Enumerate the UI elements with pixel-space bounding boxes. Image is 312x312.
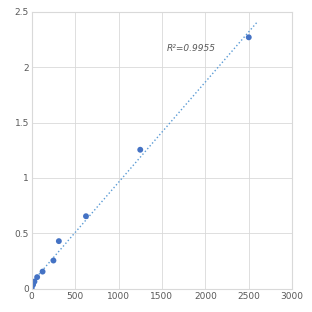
Point xyxy=(32,279,37,284)
Text: R²=0.9955: R²=0.9955 xyxy=(166,44,215,53)
Point xyxy=(40,269,45,274)
Point xyxy=(246,35,251,40)
Point xyxy=(56,239,61,244)
Point xyxy=(84,214,89,219)
Point xyxy=(29,285,34,290)
Point xyxy=(35,275,40,280)
Point xyxy=(138,147,143,152)
Point xyxy=(31,282,36,287)
Point xyxy=(51,258,56,263)
